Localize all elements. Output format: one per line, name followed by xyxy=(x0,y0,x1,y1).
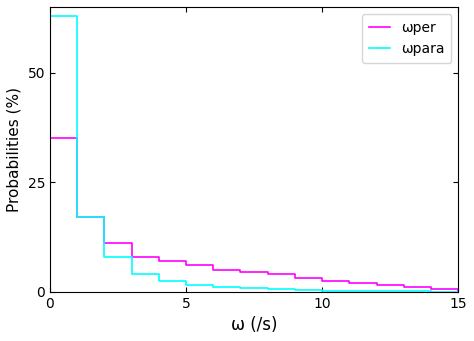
ωper xyxy=(210,263,216,267)
ωper xyxy=(346,281,352,285)
ωper xyxy=(401,283,407,287)
ωpara xyxy=(101,254,107,258)
ωper xyxy=(401,285,407,289)
ωpara xyxy=(156,272,162,276)
ωper xyxy=(265,270,271,274)
ωper xyxy=(183,263,189,267)
ωpara xyxy=(456,290,461,294)
ωpara xyxy=(74,215,80,219)
ωpara xyxy=(346,289,352,293)
ωpara xyxy=(183,283,189,287)
ωpara xyxy=(129,254,135,258)
ωpara xyxy=(401,290,407,294)
ωpara xyxy=(401,289,407,293)
ωpara xyxy=(374,289,379,293)
ωpara xyxy=(428,290,434,294)
ωper xyxy=(47,136,53,140)
ωpara xyxy=(156,279,162,283)
ωpara xyxy=(292,287,298,292)
ωpara xyxy=(374,289,379,293)
ωpara xyxy=(292,288,298,292)
ωper xyxy=(319,277,325,281)
ωper xyxy=(129,241,135,246)
ωpara xyxy=(47,14,53,18)
ωpara xyxy=(210,283,216,287)
ωper xyxy=(237,270,243,274)
Line: ωpara: ωpara xyxy=(50,16,458,292)
ωper xyxy=(292,277,298,281)
ωper xyxy=(210,268,216,272)
ωpara xyxy=(456,290,461,294)
Legend: ωper, ωpara: ωper, ωpara xyxy=(362,14,451,63)
ωper xyxy=(47,290,53,294)
ωper xyxy=(374,283,379,287)
X-axis label: ω (/s): ω (/s) xyxy=(231,316,277,334)
ωper xyxy=(101,241,107,246)
ωpara xyxy=(237,286,243,290)
ωper xyxy=(456,290,461,294)
ωpara xyxy=(265,286,271,290)
ωpara xyxy=(265,287,271,292)
ωpara xyxy=(74,14,80,18)
ωper xyxy=(292,272,298,276)
ωper xyxy=(265,272,271,276)
ωpara xyxy=(319,288,325,292)
ωper xyxy=(374,281,379,285)
ωpara xyxy=(47,290,53,294)
ωper xyxy=(74,215,80,219)
Line: ωper: ωper xyxy=(50,138,458,292)
ωper xyxy=(156,254,162,258)
Y-axis label: Probabilities (%): Probabilities (%) xyxy=(7,87,22,212)
ωpara xyxy=(210,285,216,289)
ωper xyxy=(74,136,80,140)
ωpara xyxy=(101,215,107,219)
ωper xyxy=(237,268,243,272)
ωper xyxy=(156,259,162,263)
ωper xyxy=(428,287,434,292)
ωper xyxy=(129,254,135,258)
ωper xyxy=(183,259,189,263)
ωper xyxy=(319,279,325,283)
ωper xyxy=(428,285,434,289)
ωper xyxy=(346,279,352,283)
ωpara xyxy=(428,290,434,294)
ωpara xyxy=(237,285,243,289)
ωpara xyxy=(319,289,325,293)
ωpara xyxy=(129,272,135,276)
ωper xyxy=(456,287,461,292)
ωper xyxy=(101,215,107,219)
ωpara xyxy=(183,279,189,283)
ωpara xyxy=(346,289,352,293)
